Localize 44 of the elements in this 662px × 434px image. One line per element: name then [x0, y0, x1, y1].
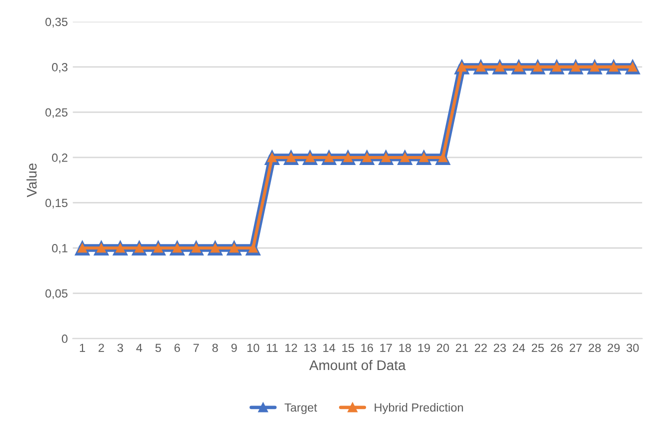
x-tick-label: 23	[494, 344, 506, 352]
x-tick-label: 8	[212, 344, 218, 352]
x-tick-label: 17	[380, 344, 392, 352]
point	[248, 243, 258, 253]
y-tick-label: 0	[62, 334, 68, 343]
x-tick-label: 26	[550, 344, 563, 352]
legend-label: Hybrid Prediction	[374, 403, 463, 414]
x-tick-label: 1	[80, 344, 86, 352]
x-tick-label: 2	[98, 344, 104, 352]
x-tick-label: 9	[231, 344, 237, 352]
y-tick-label: 0,35	[45, 18, 68, 28]
x-tick-label: 11	[266, 344, 278, 352]
y-tick-label: 0,05	[45, 289, 68, 300]
x-tick-label: 12	[285, 344, 298, 352]
y-tick-label: 0,15	[45, 198, 68, 209]
x-tick-label: 28	[588, 344, 601, 352]
y-axis-title: Value	[26, 163, 37, 198]
x-tick-label: 4	[136, 344, 142, 352]
x-tick-label: 19	[418, 344, 430, 352]
x-tick-label: 5	[155, 344, 162, 352]
x-tick-label: 25	[532, 344, 544, 352]
x-tick-label: 16	[361, 344, 374, 352]
x-tick-label: 6	[174, 344, 180, 352]
y-tick-label: 0,25	[45, 108, 68, 118]
x-tick-label: 30	[626, 344, 639, 352]
y-tick-label: 0,2	[52, 154, 68, 164]
x-tick-label: 18	[399, 344, 411, 352]
x-tick-label: 22	[474, 344, 487, 352]
point	[438, 152, 448, 162]
y-tick-label: 0,1	[52, 244, 68, 254]
x-tick-label: 29	[608, 344, 620, 352]
legend-label: Target	[284, 403, 318, 414]
x-tick-label: 7	[193, 344, 199, 352]
x-tick-label: 3	[117, 344, 124, 352]
y-tick-label: 0,3	[52, 62, 68, 73]
x-tick-label: 21	[456, 344, 468, 352]
x-tick-label: 24	[512, 344, 526, 352]
x-tick-label: 10	[247, 344, 260, 352]
x-tick-label: 15	[342, 344, 354, 352]
x-tick-label: 14	[323, 344, 336, 352]
x-tick-label: 20	[436, 344, 449, 352]
x-tick-label: 13	[304, 344, 316, 352]
x-axis-title: Amount of Data	[309, 360, 406, 370]
x-tick-label: 27	[570, 344, 582, 352]
